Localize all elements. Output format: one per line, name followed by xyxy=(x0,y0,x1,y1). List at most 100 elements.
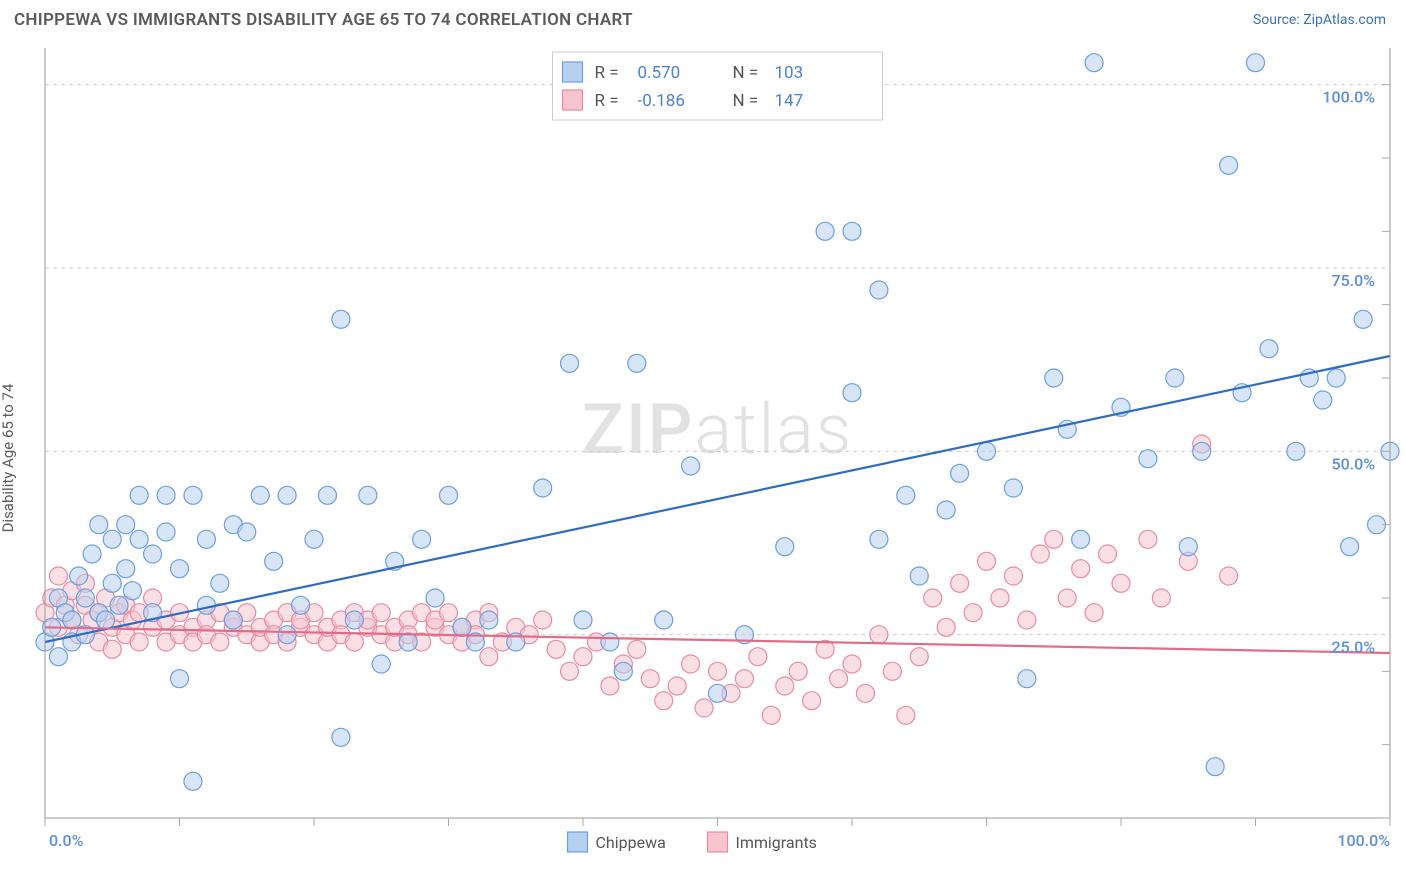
scatter-point xyxy=(695,699,713,717)
scatter-point xyxy=(123,582,141,600)
scatter-point xyxy=(1179,538,1197,556)
y-axis-label: Disability Age 65 to 74 xyxy=(0,384,17,533)
scatter-point xyxy=(547,640,565,658)
scatter-point xyxy=(843,384,861,402)
scatter-point xyxy=(1072,530,1090,548)
scatter-point xyxy=(70,567,88,585)
scatter-point xyxy=(978,442,996,460)
scatter-point xyxy=(856,684,874,702)
scatter-point xyxy=(440,604,458,622)
scatter-point xyxy=(1314,391,1332,409)
scatter-point xyxy=(399,633,417,651)
stat-n-label: N = xyxy=(733,91,759,111)
scatter-point xyxy=(49,567,67,585)
scatter-point xyxy=(211,574,229,592)
scatter-point xyxy=(157,523,175,541)
scatter-point xyxy=(1139,450,1157,468)
scatter-point xyxy=(709,684,727,702)
scatter-point xyxy=(144,545,162,563)
scatter-point xyxy=(1152,589,1170,607)
scatter-point xyxy=(1341,538,1359,556)
chart-title: CHIPPEWA VS IMMIGRANTS DISABILITY AGE 65… xyxy=(14,10,633,30)
legend-swatch xyxy=(568,832,588,852)
scatter-point xyxy=(426,589,444,607)
scatter-point xyxy=(628,354,646,372)
scatter-point xyxy=(776,677,794,695)
scatter-point xyxy=(978,552,996,570)
scatter-point xyxy=(117,516,135,534)
scatter-point xyxy=(951,464,969,482)
scatter-point xyxy=(345,633,363,651)
scatter-point xyxy=(359,486,377,504)
scatter-point xyxy=(332,728,350,746)
scatter-point xyxy=(964,604,982,622)
scatter-point xyxy=(211,633,229,651)
scatter-point xyxy=(924,589,942,607)
scatter-point xyxy=(103,574,121,592)
scatter-point xyxy=(372,655,390,673)
x-tick-label: 0.0% xyxy=(49,831,84,850)
scatter-point xyxy=(278,626,296,644)
scatter-point xyxy=(870,530,888,548)
scatter-point xyxy=(1327,369,1345,387)
scatter-point xyxy=(63,611,81,629)
stat-r-label: R = xyxy=(595,63,619,83)
scatter-point xyxy=(130,633,148,651)
scatter-point xyxy=(130,486,148,504)
scatter-point xyxy=(1004,479,1022,497)
scatter-point xyxy=(574,648,592,666)
scatter-point xyxy=(413,530,431,548)
scatter-point xyxy=(789,662,807,680)
scatter-point xyxy=(157,486,175,504)
scatter-plot-svg: ZIPatlas25.0%50.0%75.0%100.0%0.0%100.0%R… xyxy=(0,38,1406,878)
stat-n-label: N = xyxy=(733,63,759,83)
scatter-point xyxy=(1354,310,1372,328)
scatter-point xyxy=(897,706,915,724)
scatter-point xyxy=(90,516,108,534)
source-link[interactable]: Source: ZipAtlas.com xyxy=(1253,12,1386,28)
scatter-point xyxy=(870,626,888,644)
scatter-point xyxy=(1247,54,1265,72)
scatter-point xyxy=(1112,574,1130,592)
legend-swatch xyxy=(563,90,583,110)
scatter-point xyxy=(76,589,94,607)
svg-text:ZIPatlas: ZIPatlas xyxy=(582,389,854,471)
scatter-point xyxy=(345,611,363,629)
scatter-point xyxy=(843,655,861,673)
legend-swatch xyxy=(708,832,728,852)
scatter-point xyxy=(709,662,727,680)
stat-r-value: -0.186 xyxy=(638,91,685,111)
series-legend: ChippewaImmigrants xyxy=(568,832,817,852)
scatter-point xyxy=(883,662,901,680)
scatter-point xyxy=(628,640,646,658)
y-tick-label: 25.0% xyxy=(1331,638,1375,657)
scatter-point xyxy=(1166,369,1184,387)
scatter-point xyxy=(224,611,242,629)
scatter-point xyxy=(130,530,148,548)
scatter-point xyxy=(184,772,202,790)
scatter-point xyxy=(776,538,794,556)
scatter-point xyxy=(453,618,471,636)
scatter-point xyxy=(238,523,256,541)
scatter-point xyxy=(197,530,215,548)
scatter-point xyxy=(251,486,269,504)
scatter-point xyxy=(83,545,101,563)
scatter-point xyxy=(49,648,67,666)
scatter-point xyxy=(951,574,969,592)
scatter-point xyxy=(668,677,686,695)
scatter-point xyxy=(103,530,121,548)
scatter-point xyxy=(574,611,592,629)
scatter-point xyxy=(440,486,458,504)
scatter-point xyxy=(110,596,128,614)
scatter-point xyxy=(1058,589,1076,607)
scatter-point xyxy=(1004,567,1022,585)
scatter-point xyxy=(1085,54,1103,72)
scatter-point xyxy=(1220,156,1238,174)
scatter-point xyxy=(870,281,888,299)
scatter-point xyxy=(561,354,579,372)
y-tick-label: 100.0% xyxy=(1322,88,1375,107)
stat-n-value: 147 xyxy=(775,91,804,111)
scatter-point xyxy=(830,670,848,688)
scatter-point xyxy=(682,457,700,475)
scatter-point xyxy=(1220,567,1238,585)
